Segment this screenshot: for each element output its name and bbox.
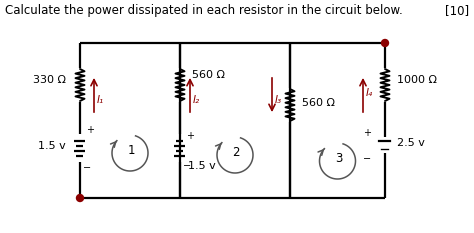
- Text: 2: 2: [232, 147, 240, 160]
- Text: 1000 Ω: 1000 Ω: [397, 75, 437, 85]
- Text: 1: 1: [127, 144, 135, 158]
- Circle shape: [76, 195, 83, 202]
- Text: Calculate the power dissipated in each resistor in the circuit below.: Calculate the power dissipated in each r…: [5, 4, 403, 17]
- Circle shape: [382, 40, 389, 47]
- Text: 1.5 v: 1.5 v: [188, 161, 216, 171]
- Text: I₂: I₂: [193, 95, 200, 105]
- Text: 2.5 v: 2.5 v: [397, 138, 425, 148]
- Text: 1.5 v: 1.5 v: [38, 141, 66, 151]
- Text: −: −: [363, 154, 371, 164]
- Text: 560 Ω: 560 Ω: [192, 70, 225, 80]
- Text: 330 Ω: 330 Ω: [33, 75, 66, 85]
- Text: 560 Ω: 560 Ω: [302, 98, 335, 108]
- Text: +: +: [86, 125, 94, 135]
- Text: −: −: [83, 163, 91, 173]
- Text: −: −: [183, 161, 191, 171]
- Text: [10]: [10]: [445, 4, 469, 17]
- Text: +: +: [186, 131, 194, 141]
- Text: I₄: I₄: [366, 88, 373, 98]
- Text: +: +: [363, 128, 371, 138]
- Text: 3: 3: [335, 153, 342, 165]
- Text: I₃: I₃: [275, 95, 282, 105]
- Text: I₁: I₁: [97, 95, 104, 105]
